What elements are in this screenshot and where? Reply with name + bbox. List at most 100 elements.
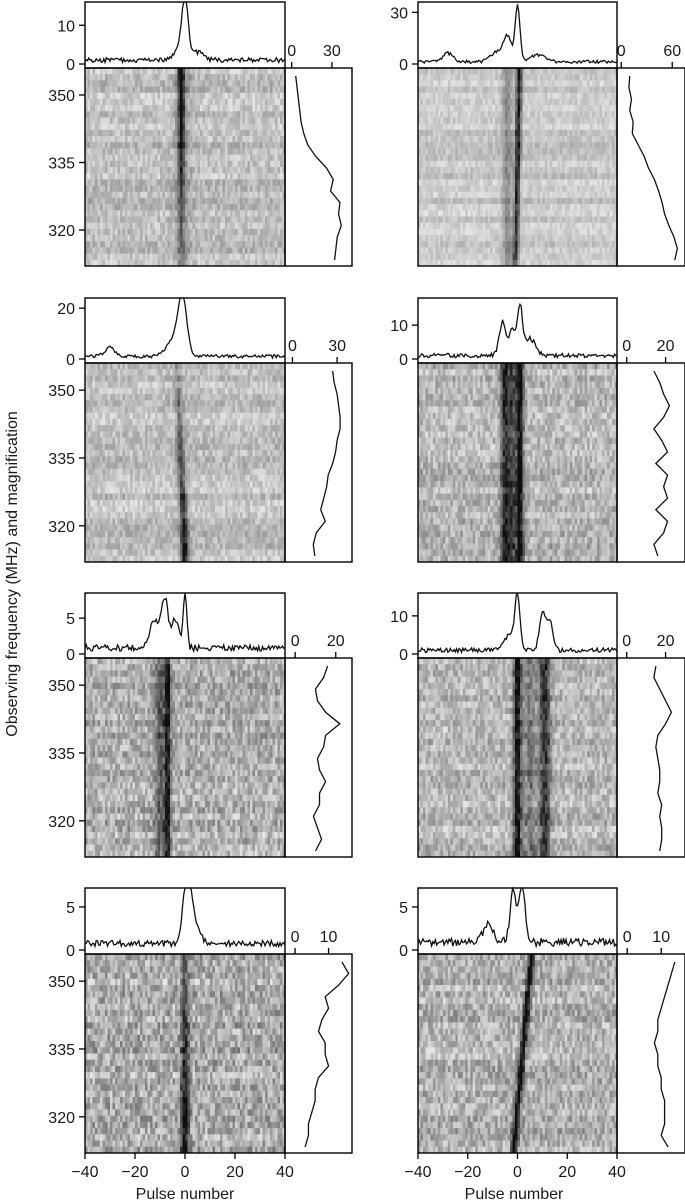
heatmap-cell (208, 167, 211, 174)
heatmap-cell (228, 142, 231, 149)
heatmap-cell (240, 210, 243, 217)
heatmap-cell (240, 142, 243, 149)
heatmap-cell (245, 105, 248, 112)
heatmap-cell (158, 186, 161, 193)
heatmap-cell (130, 179, 133, 186)
heatmap-cell (150, 167, 153, 174)
heatmap-cell (138, 105, 141, 112)
heatmap-cell (88, 186, 91, 193)
heatmap-cell (250, 210, 253, 217)
heatmap-cell (170, 105, 173, 112)
heatmap-cell (95, 198, 98, 205)
heatmap-cell (235, 130, 238, 137)
heatmap-cell (158, 148, 161, 155)
heatmap-cell (245, 99, 248, 106)
heatmap-cell (200, 192, 203, 199)
heatmap-cell (225, 173, 228, 180)
heatmap-cell (223, 204, 226, 211)
heatmap-cell (180, 87, 183, 94)
heatmap-cell (93, 210, 96, 217)
heatmap-cell (173, 186, 176, 193)
heatmap-cell (213, 142, 216, 149)
heatmap-cell (123, 161, 126, 168)
heatmap-cell (193, 111, 196, 118)
heatmap-cell (273, 124, 276, 131)
heatmap-cell (165, 167, 168, 174)
heatmap-cell (160, 130, 163, 137)
heatmap-cell (205, 68, 208, 75)
heatmap-cell (220, 74, 223, 81)
heatmap-cell (263, 105, 266, 112)
heatmap-cell (198, 210, 201, 217)
heatmap-cell (208, 99, 211, 106)
heatmap-cell (238, 192, 241, 199)
heatmap-cell (193, 136, 196, 143)
heatmap-cell (268, 130, 271, 137)
heatmap-cell (115, 210, 118, 217)
heatmap-cell (130, 93, 133, 100)
heatmap-cell (240, 173, 243, 180)
heatmap-cell (233, 161, 236, 168)
heatmap-cell (248, 130, 251, 137)
heatmap-cell (103, 105, 106, 112)
heatmap-cell (203, 136, 206, 143)
heatmap-cell (265, 130, 268, 137)
heatmap-cell (243, 105, 246, 112)
heatmap-cell (260, 80, 263, 87)
heatmap-cell (110, 155, 113, 162)
heatmap-cell (198, 204, 201, 211)
heatmap-cell (185, 74, 188, 81)
heatmap-cell (125, 210, 128, 217)
heatmap-cell (155, 148, 158, 155)
heatmap-cell (260, 87, 263, 94)
heatmap-cell (100, 105, 103, 112)
heatmap-cell (233, 87, 236, 94)
heatmap-cell (268, 161, 271, 168)
heatmap-cell (140, 136, 143, 143)
heatmap-cell (135, 148, 138, 155)
heatmap-cell (138, 111, 141, 118)
heatmap-cell (140, 198, 143, 205)
heatmap-cell (150, 148, 153, 155)
heatmap-cell (193, 80, 196, 87)
heatmap-cell (180, 80, 183, 87)
heatmap-cell (248, 68, 251, 75)
heatmap-cell (213, 130, 216, 137)
heatmap-cell (208, 210, 211, 217)
heatmap-cell (125, 167, 128, 174)
heatmap-cell (170, 99, 173, 106)
heatmap-cell (95, 155, 98, 162)
heatmap-cell (93, 105, 96, 112)
heatmap-cell (245, 161, 248, 168)
heatmap-cell (230, 136, 233, 143)
heatmap-cell (178, 204, 181, 211)
heatmap-cell (100, 68, 103, 75)
heatmap-cell (250, 161, 253, 168)
heatmap-cell (235, 179, 238, 186)
heatmap-cell (275, 198, 278, 205)
heatmap-cell (205, 161, 208, 168)
heatmap-cell (170, 186, 173, 193)
heatmap-cell (208, 105, 211, 112)
heatmap-cell (240, 68, 243, 75)
heatmap-cell (280, 105, 283, 112)
heatmap-cell (138, 99, 141, 106)
heatmap-cell (128, 210, 131, 217)
heatmap-cell (240, 105, 243, 112)
heatmap-cell (195, 87, 198, 94)
heatmap-cell (180, 192, 183, 199)
heatmap-cell (188, 155, 191, 162)
heatmap-cell (148, 161, 151, 168)
heatmap-cell (118, 130, 121, 137)
heatmap-cell (95, 118, 98, 125)
heatmap-cell (265, 173, 268, 180)
heatmap-cell (145, 118, 148, 125)
heatmap-cell (100, 99, 103, 106)
heatmap-cell (225, 148, 228, 155)
heatmap-cell (170, 155, 173, 162)
heatmap-cell (230, 142, 233, 149)
heatmap-cell (233, 192, 236, 199)
heatmap-cell (93, 148, 96, 155)
heatmap-cell (100, 210, 103, 217)
heatmap-cell (175, 105, 178, 112)
